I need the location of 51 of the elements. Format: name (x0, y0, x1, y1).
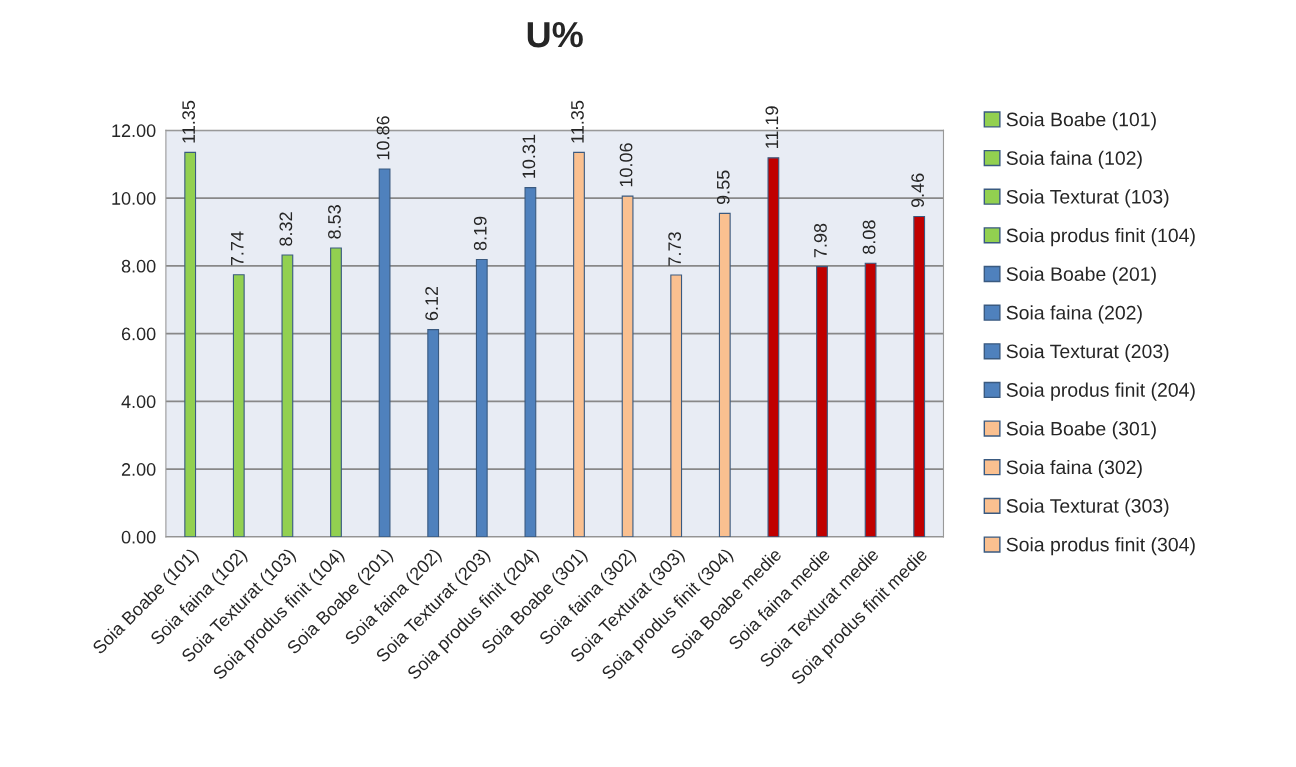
legend-label: Soia produs finit (104) (1006, 228, 1195, 247)
y-tick-label: 12.00 (112, 124, 156, 138)
bar (281, 254, 294, 537)
legend-label: Soia Boabe (101) (1006, 112, 1156, 131)
data-label: 7.74 (231, 231, 244, 266)
y-tick-label: 8.00 (121, 259, 156, 273)
bar (184, 151, 197, 537)
y-tick-label: 6.00 (121, 327, 156, 341)
data-label: 8.53 (328, 205, 341, 239)
data-label: 10.06 (619, 143, 633, 187)
legend-label: Soia Texturat (203) (1006, 343, 1169, 363)
bar (378, 168, 391, 537)
bar (670, 274, 683, 537)
legend-label: Soia Boabe (201) (1006, 266, 1156, 285)
bar (573, 151, 585, 537)
bar (475, 258, 488, 537)
data-label: 11.19 (765, 106, 779, 148)
data-label: 10.86 (376, 116, 390, 160)
data-label: 7.98 (814, 223, 827, 258)
bar (913, 215, 926, 537)
bar (524, 187, 537, 537)
bar (718, 212, 731, 537)
legend-label: Soia Boabe (301) (1006, 421, 1156, 440)
bar (621, 195, 634, 537)
legend-label: Soia faina (202) (1006, 305, 1142, 324)
legend-label: Soia Texturat (303) (1006, 498, 1169, 517)
legend-label: Soia Texturat (103) (1006, 189, 1169, 208)
data-label: 8.32 (279, 212, 293, 246)
bar (816, 266, 828, 537)
data-label: 8.08 (862, 220, 876, 254)
bar (232, 274, 245, 537)
y-tick-label: 10.00 (112, 192, 156, 205)
data-label: 9.46 (911, 173, 925, 208)
legend-label: Soia faina (302) (1006, 459, 1142, 479)
bar (427, 329, 440, 537)
data-label: 7.73 (668, 232, 682, 266)
bar (767, 157, 780, 537)
data-label: 11.35 (571, 100, 584, 143)
data-label: 11.35 (182, 100, 196, 143)
legend-label: Soia produs finit (204) (1006, 382, 1195, 401)
data-label: 9.55 (716, 170, 730, 205)
bar (330, 247, 342, 537)
y-tick-label: 4.00 (121, 395, 156, 409)
data-label: 6.12 (425, 286, 439, 321)
chart-title: U% (527, 21, 583, 48)
data-label: 8.19 (473, 216, 487, 251)
y-tick-label: 0.00 (121, 530, 156, 544)
legend-label: Soia faina (102) (1006, 150, 1142, 169)
y-tick-label: 2.00 (121, 463, 156, 476)
bar (864, 262, 877, 537)
data-label: 10.31 (522, 134, 536, 178)
